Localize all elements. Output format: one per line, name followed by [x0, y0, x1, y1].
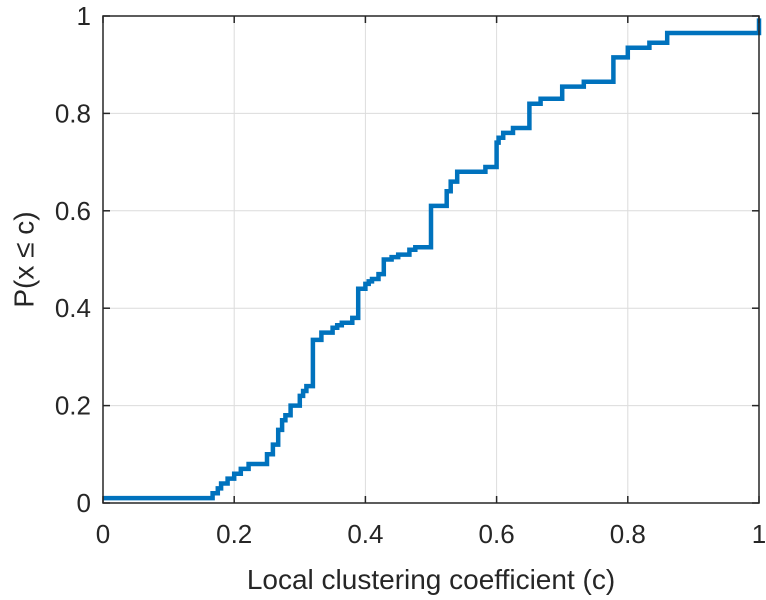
y-tick-label: 0.6 [55, 196, 91, 226]
ticks: 0 0.2 0.4 0.6 0.8 1 0 0.2 0.4 0.6 0.8 1 [55, 1, 766, 549]
ecdf-series-line [103, 18, 762, 501]
x-tick-label: 1 [752, 519, 766, 549]
plot-frame [102, 15, 760, 504]
x-tick-label: 0.6 [479, 519, 515, 549]
x-axis-label: Local clustering coefficient (c) [247, 564, 615, 595]
y-tick-label: 0.8 [55, 98, 91, 128]
y-tick-label: 0.4 [55, 293, 91, 323]
y-tick-label: 0.2 [55, 391, 91, 421]
series-layer [103, 18, 762, 501]
x-tick-label: 0.8 [610, 519, 646, 549]
grid [102, 15, 760, 504]
x-tick-label: 0 [96, 519, 110, 549]
y-axis-label: P(x ≤ c) [8, 211, 39, 307]
y-tick-label: 1 [77, 1, 91, 31]
x-tick-label: 0.2 [216, 519, 252, 549]
x-tick-label: 0.4 [347, 519, 383, 549]
y-tick-label: 0 [77, 488, 91, 518]
